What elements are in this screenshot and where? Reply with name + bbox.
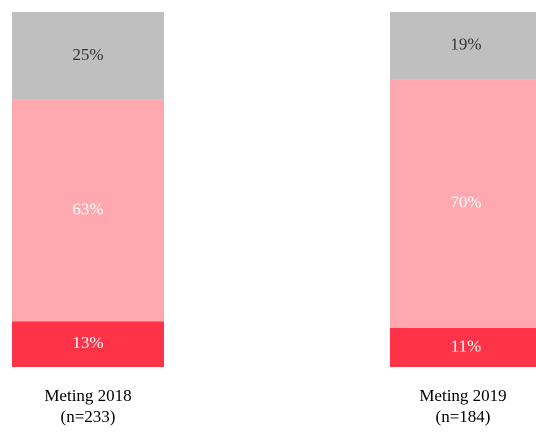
bar-segment	[390, 327, 536, 367]
bar-segment	[390, 79, 536, 328]
category-label: Meting 2019	[419, 386, 506, 405]
bar-segment	[12, 12, 164, 100]
bar-segment	[12, 321, 164, 367]
category-label: (n=184)	[436, 407, 491, 426]
value-label: 13%	[72, 333, 103, 352]
value-label: 19%	[450, 35, 481, 54]
category-label: (n=233)	[61, 407, 116, 426]
value-label: 70%	[450, 193, 481, 212]
value-label: 11%	[451, 336, 482, 355]
value-label: 63%	[72, 199, 103, 218]
category-label: Meting 2018	[44, 386, 131, 405]
value-label: 25%	[72, 45, 103, 64]
bar-segment	[390, 12, 536, 80]
bar-segment	[12, 99, 164, 322]
